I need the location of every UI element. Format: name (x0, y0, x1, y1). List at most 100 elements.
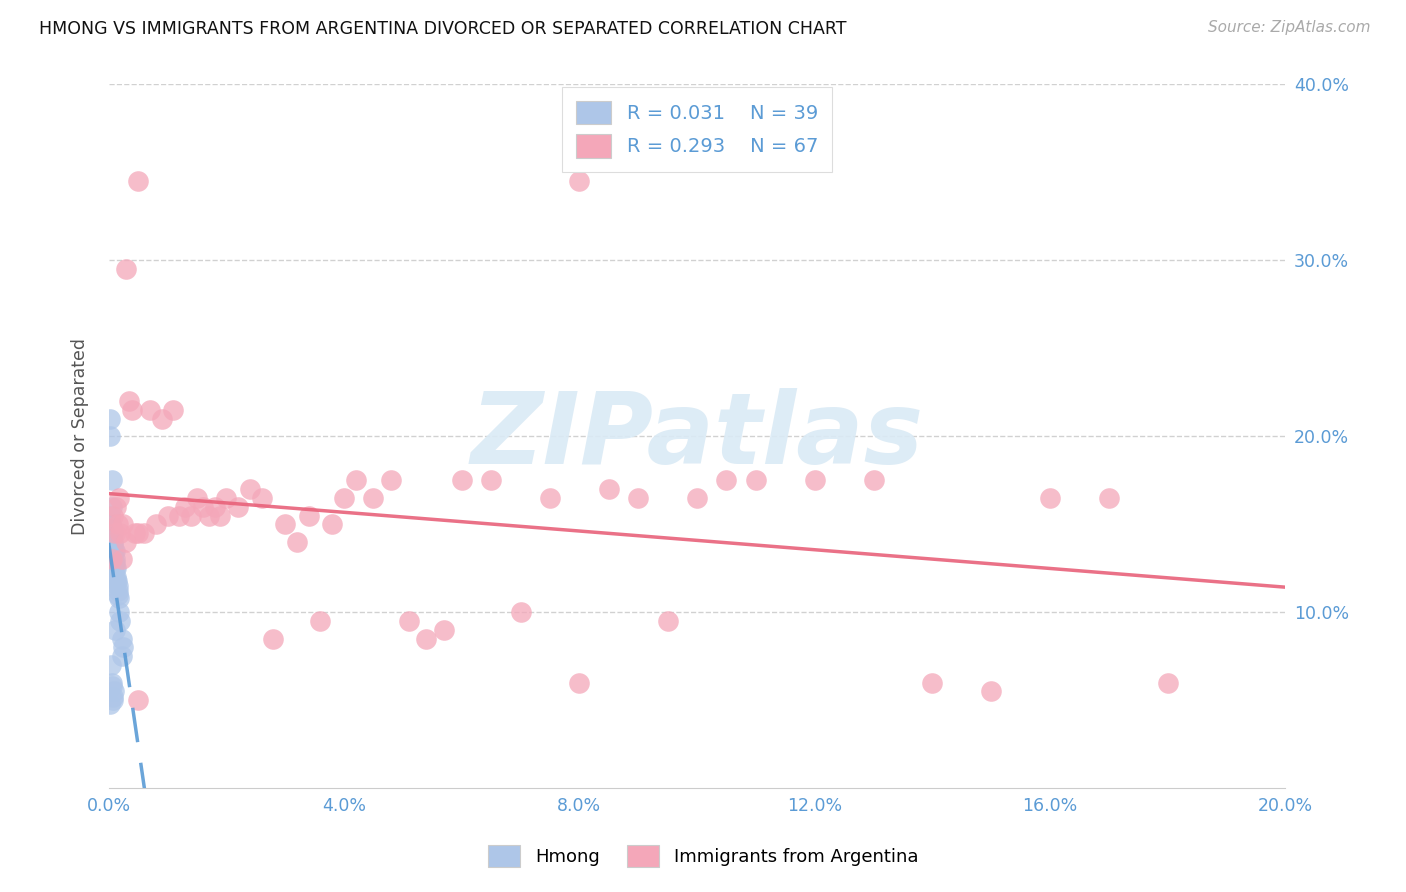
Point (100, 473, 122, 487)
Point (104, 561, 127, 575)
Point (344, 473, 367, 487)
Point (980, 684, 1002, 698)
Point (115, 262, 138, 277)
Point (107, 517, 129, 532)
Point (716, 473, 738, 487)
Point (98, 411, 121, 425)
Point (111, 552, 134, 566)
Point (100, 500, 122, 514)
Point (100, 517, 122, 532)
Point (433, 623, 456, 637)
Point (180, 508, 202, 523)
Point (115, 535, 138, 549)
Point (124, 526, 146, 541)
Point (127, 526, 149, 541)
Point (101, 526, 124, 541)
Point (627, 491, 650, 505)
Y-axis label: Divorced or Separated: Divorced or Separated (72, 338, 89, 535)
Point (100, 429, 122, 443)
Point (479, 473, 502, 487)
Point (1157, 675, 1180, 690)
Point (112, 640, 135, 655)
Point (104, 552, 127, 566)
Point (321, 517, 343, 532)
Point (103, 556, 125, 570)
Point (100, 697, 122, 711)
Point (110, 614, 132, 628)
Point (132, 526, 155, 541)
Point (100, 658, 122, 673)
Point (105, 574, 128, 588)
Point (103, 547, 125, 561)
Point (108, 491, 131, 505)
Point (107, 588, 129, 602)
Point (209, 508, 232, 523)
Point (686, 491, 709, 505)
Point (309, 614, 332, 628)
Point (380, 473, 402, 487)
Point (204, 500, 226, 514)
Point (111, 649, 134, 664)
Point (415, 632, 437, 646)
Point (101, 521, 124, 535)
Point (398, 614, 420, 628)
Point (103, 535, 125, 549)
Point (262, 632, 284, 646)
Point (118, 394, 141, 409)
Point (100, 552, 122, 566)
Point (107, 579, 129, 593)
Point (107, 584, 129, 599)
Point (110, 526, 132, 541)
Point (100, 508, 122, 523)
Point (107, 591, 129, 606)
Point (169, 508, 191, 523)
Point (127, 693, 149, 707)
Point (103, 508, 125, 523)
Text: Source: ZipAtlas.com: Source: ZipAtlas.com (1208, 20, 1371, 35)
Point (509, 605, 531, 619)
Point (101, 526, 124, 541)
Point (568, 174, 591, 188)
Point (174, 500, 197, 514)
Point (745, 473, 768, 487)
Point (104, 570, 127, 584)
Point (274, 517, 297, 532)
Point (150, 411, 173, 425)
Point (186, 491, 208, 505)
Point (108, 605, 131, 619)
Point (333, 491, 356, 505)
Point (103, 543, 125, 558)
Point (197, 508, 219, 523)
Point (538, 491, 561, 505)
Point (104, 500, 127, 514)
Point (103, 684, 125, 698)
Point (101, 690, 124, 704)
Legend: Hmong, Immigrants from Argentina: Hmong, Immigrants from Argentina (481, 838, 925, 874)
Point (1039, 491, 1062, 505)
Point (862, 473, 884, 487)
Point (121, 403, 143, 417)
Point (100, 675, 122, 690)
Point (103, 556, 125, 570)
Point (226, 500, 249, 514)
Point (215, 491, 238, 505)
Point (598, 482, 620, 496)
Text: HMONG VS IMMIGRANTS FROM ARGENTINA DIVORCED OR SEPARATED CORRELATION CHART: HMONG VS IMMIGRANTS FROM ARGENTINA DIVOR… (39, 20, 846, 37)
Point (103, 543, 125, 558)
Point (103, 526, 125, 541)
Point (156, 508, 179, 523)
Point (921, 675, 943, 690)
Point (191, 500, 214, 514)
Point (1098, 491, 1121, 505)
Point (298, 508, 321, 523)
Point (162, 403, 184, 417)
Point (112, 517, 135, 532)
Point (803, 473, 825, 487)
Point (101, 538, 124, 552)
Point (239, 482, 262, 496)
Point (450, 473, 472, 487)
Point (127, 174, 149, 188)
Text: ZIPatlas: ZIPatlas (471, 388, 924, 485)
Point (103, 623, 125, 637)
Point (104, 561, 127, 575)
